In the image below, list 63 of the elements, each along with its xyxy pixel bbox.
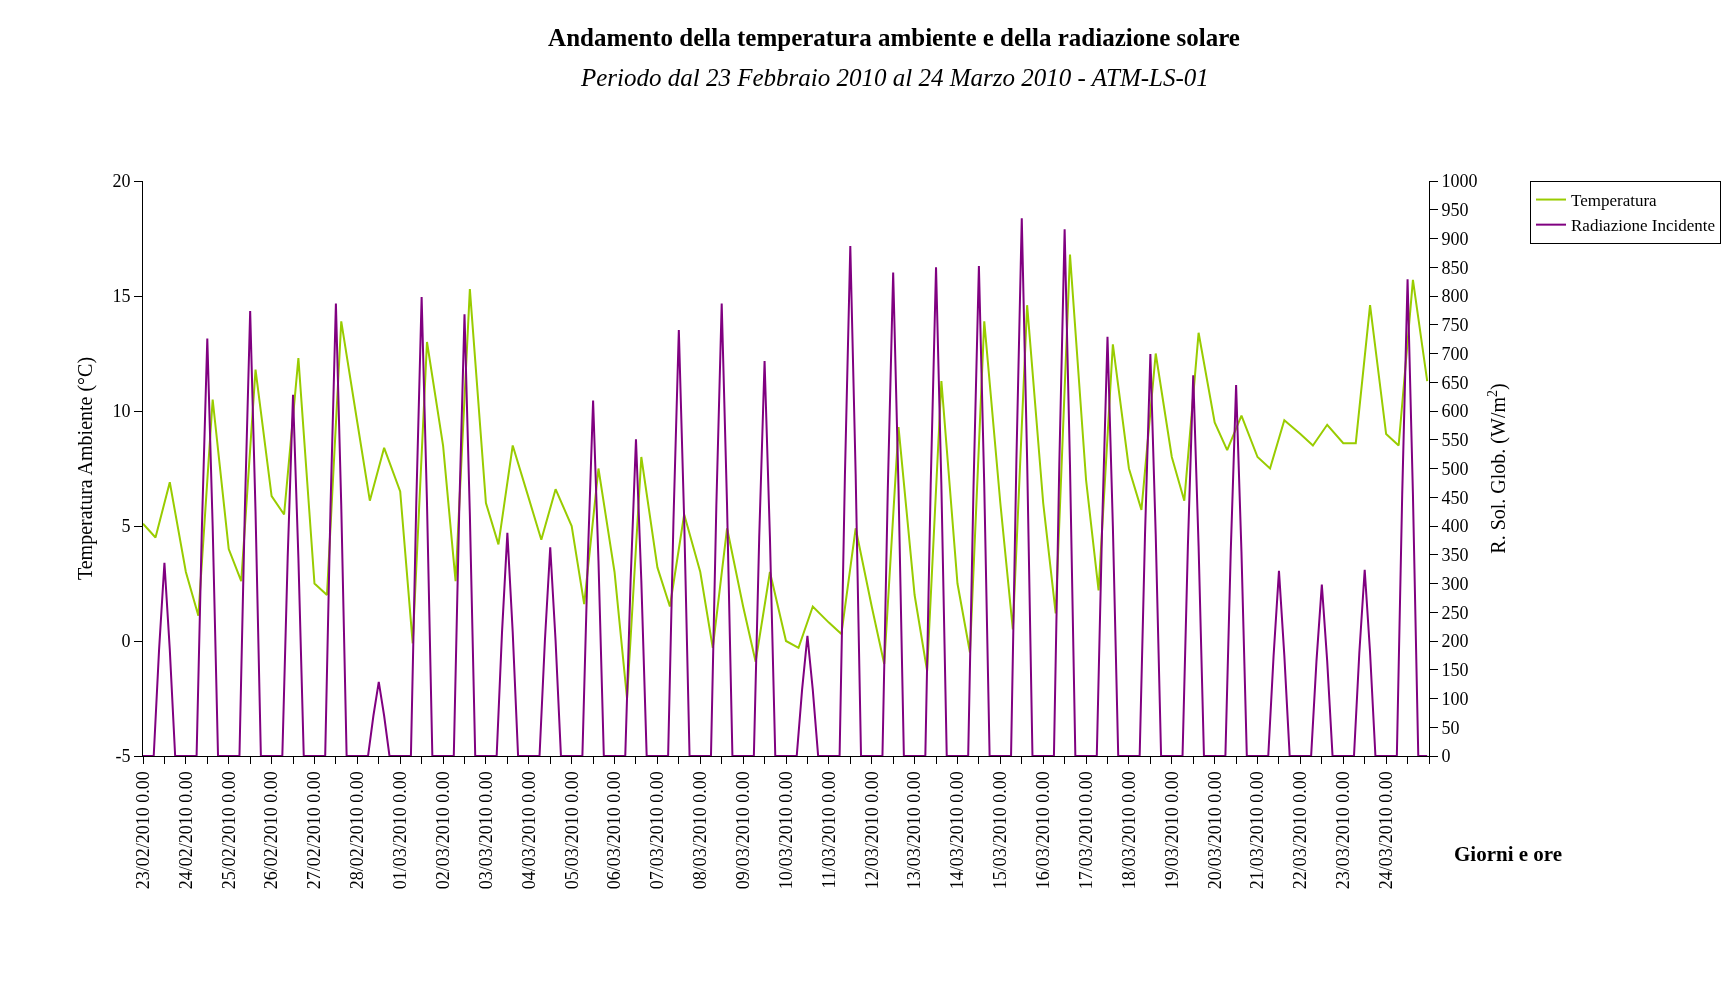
x-tick-label: 01/03/2010 0.00 (390, 771, 411, 890)
y2-tick-label: 500 (1441, 458, 1469, 479)
x-tick-label: 23/02/2010 0.00 (132, 771, 153, 890)
x-tick-label: 24/02/2010 0.00 (175, 771, 196, 890)
x-tick-label: 14/03/2010 0.00 (947, 771, 968, 890)
y2-tick-label: 950 (1441, 200, 1469, 221)
x-tick-label: 19/03/2010 0.00 (1161, 771, 1182, 890)
y2-tick-label: 450 (1441, 487, 1469, 508)
x-tick-label: 09/03/2010 0.00 (732, 771, 753, 890)
x-tick-label: 25/02/2010 0.00 (218, 771, 239, 890)
x-tick-label: 15/03/2010 0.00 (990, 771, 1011, 890)
x-tick-label: 02/03/2010 0.00 (432, 771, 453, 890)
x-tick-label: 24/03/2010 0.00 (1375, 771, 1396, 890)
y-tick-label: 20 (112, 171, 131, 192)
y2-tick-label: 800 (1441, 286, 1469, 307)
y2-tick-label: 600 (1441, 401, 1469, 422)
x-tick-label: 23/03/2010 0.00 (1333, 771, 1354, 890)
x-axis-title: Giorni e ore (1454, 842, 1563, 866)
x-tick-label: 10/03/2010 0.00 (775, 771, 796, 890)
y2-tick-label: 200 (1441, 631, 1469, 652)
x-tick-label: 21/03/2010 0.00 (1247, 771, 1268, 890)
x-tick-label: 22/03/2010 0.00 (1290, 771, 1311, 890)
y2-tick-label: 250 (1441, 602, 1469, 623)
x-tick-label: 11/03/2010 0.00 (818, 771, 839, 889)
y2-tick-label: 300 (1441, 573, 1469, 594)
y-tick-label: 10 (112, 401, 131, 422)
x-tick-label: 16/03/2010 0.00 (1033, 771, 1054, 890)
x-tick-label: 27/02/2010 0.00 (304, 771, 325, 890)
x-tick-label: 08/03/2010 0.00 (690, 771, 711, 890)
x-tick-label: 13/03/2010 0.00 (904, 771, 925, 890)
x-tick-label: 12/03/2010 0.00 (861, 771, 882, 890)
y-tick-label: -5 (115, 746, 131, 767)
legend-label: Temperatura (1571, 191, 1658, 211)
y2-tick-label: 150 (1441, 660, 1469, 681)
chart-subtitle: Periodo dal 23 Febbraio 2010 al 24 Marzo 2010 - ATM-LS-01 (580, 64, 1209, 91)
x-tick-label: 04/03/2010 0.00 (518, 771, 539, 890)
y2-tick-label: 1000 (1441, 171, 1478, 192)
y-axis-title: Temperatura Ambiente (°C) (73, 356, 97, 581)
y-tick-label: 5 (121, 516, 131, 537)
chart-title: Andamento della temperatura ambiente e della radiazione solare (548, 23, 1240, 51)
x-tick-label: 17/03/2010 0.00 (1075, 771, 1096, 890)
x-tick-label: 06/03/2010 0.00 (604, 771, 625, 890)
y2-tick-label: 0 (1441, 746, 1451, 767)
x-tick-label: 20/03/2010 0.00 (1204, 771, 1225, 890)
y2-tick-label: 50 (1441, 717, 1460, 738)
y2-tick-label: 900 (1441, 228, 1469, 249)
y2-tick-label: 350 (1441, 545, 1469, 566)
y-tick-label: 15 (112, 286, 131, 307)
x-tick-label: 26/02/2010 0.00 (261, 771, 282, 890)
y2-tick-label: 700 (1441, 343, 1469, 364)
x-tick-label: 07/03/2010 0.00 (647, 771, 668, 890)
y2-tick-label: 100 (1441, 688, 1469, 709)
y2-tick-label: 750 (1441, 315, 1469, 336)
legend-label: Radiazione Incidente (1571, 216, 1715, 236)
y2-tick-label: 400 (1441, 516, 1469, 537)
y2-tick-label: 650 (1441, 372, 1469, 393)
x-tick-label: 03/03/2010 0.00 (475, 771, 496, 890)
y2-tick-label: 850 (1441, 257, 1469, 278)
x-tick-label: 28/02/2010 0.00 (347, 771, 368, 890)
y2-tick-label: 550 (1441, 430, 1469, 451)
x-tick-label: 05/03/2010 0.00 (561, 771, 582, 890)
y-tick-label: 0 (121, 631, 131, 652)
x-tick-label: 18/03/2010 0.00 (1118, 771, 1139, 890)
